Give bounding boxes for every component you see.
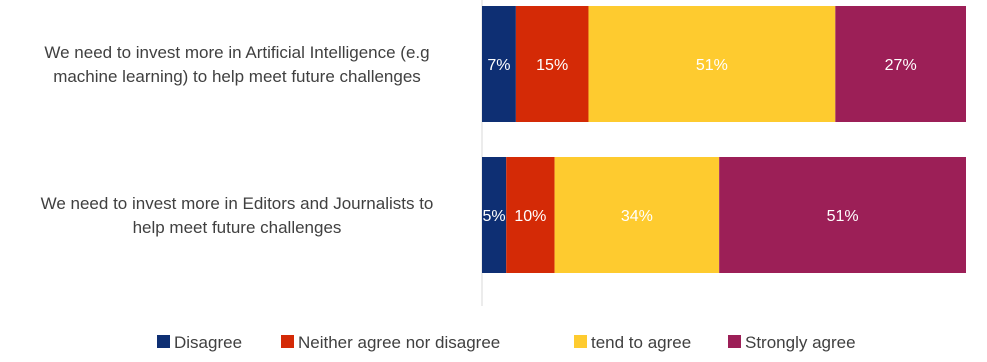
- category-label-line: We need to invest more in Editors and Jo…: [41, 194, 434, 213]
- legend-swatch: [728, 335, 741, 348]
- legend-label: Neither agree nor disagree: [298, 333, 500, 352]
- category-labels: We need to invest more in Artificial Int…: [41, 43, 434, 237]
- category-label: We need to invest more in Editors and Jo…: [41, 194, 434, 237]
- bar-segment: [482, 157, 507, 273]
- bar-segment: [554, 157, 720, 273]
- legend-item: Disagree: [157, 333, 242, 352]
- data-label: 7%: [487, 57, 510, 74]
- data-label: 51%: [696, 57, 728, 74]
- data-label: 51%: [827, 208, 859, 225]
- category-label-line: help meet future challenges: [133, 218, 342, 237]
- legend-swatch: [281, 335, 294, 348]
- data-label: 34%: [621, 208, 653, 225]
- data-label: 15%: [536, 57, 568, 74]
- legend-item: Strongly agree: [728, 333, 856, 352]
- data-label: 27%: [885, 57, 917, 74]
- legend-label: tend to agree: [591, 333, 691, 352]
- bars: 7% 15% 51% 27% 5% 10% 34% 51%: [482, 6, 966, 273]
- legend-swatch: [574, 335, 587, 348]
- legend-swatch: [157, 335, 170, 348]
- bar-segment: [506, 157, 555, 273]
- data-label: 10%: [514, 208, 546, 225]
- category-label-line: machine learning) to help meet future ch…: [53, 67, 421, 86]
- bar-segment: [515, 6, 589, 122]
- legend-label: Disagree: [174, 333, 242, 352]
- data-label: 5%: [483, 208, 506, 225]
- bar-segment: [835, 6, 966, 122]
- legend: Disagree Neither agree nor disagree tend t…: [157, 333, 856, 352]
- bar-segment: [719, 157, 966, 273]
- category-label-line: We need to invest more in Artificial Int…: [44, 43, 429, 62]
- bar-segment: [482, 6, 516, 122]
- category-label: We need to invest more in Artificial Int…: [44, 43, 429, 86]
- bar-segment: [588, 6, 836, 122]
- legend-label: Strongly agree: [745, 333, 856, 352]
- legend-item: tend to agree: [574, 333, 691, 352]
- legend-item: Neither agree nor disagree: [281, 333, 500, 352]
